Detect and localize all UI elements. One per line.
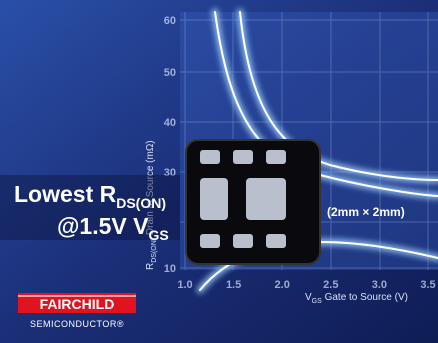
x-tick-label: 1.5 (226, 279, 241, 291)
x-tick-label: 3.5 (420, 279, 435, 291)
y-tick-label: 50 (164, 67, 176, 79)
subscript: GS (148, 227, 168, 243)
symbol: V (305, 292, 312, 303)
subscript: DS(ON) (151, 238, 158, 263)
logo-subtitle: SEMICONDUCTOR® (30, 319, 124, 329)
x-tick-label: 1.0 (177, 279, 192, 291)
text: @1.5V V (57, 213, 149, 239)
x-tick-label: 3.0 (372, 279, 387, 291)
text: Gate to Source (V) (322, 292, 408, 303)
chip (185, 139, 321, 265)
subscript: DS(ON) (116, 195, 166, 211)
x-tick-label: 2.0 (275, 279, 290, 291)
y-tick-label: 40 (164, 117, 176, 129)
headline-backdrop (0, 175, 180, 240)
package-label: (2mm × 2mm) (327, 205, 405, 219)
x-axis-title: VGS Gate to Source (V) (305, 292, 408, 305)
headline-line1: Lowest RDS(ON) (14, 181, 166, 211)
y-tick-label: 30 (164, 167, 176, 179)
logo: FAIRCHILD SEMICONDUCTOR® (18, 293, 136, 329)
logo-name: FAIRCHILD (40, 296, 115, 312)
text: Drain to Source (mΩ) (145, 140, 156, 238)
y-tick-label: 10 (164, 263, 176, 275)
symbol: R (145, 263, 156, 270)
text: Lowest R (14, 181, 117, 207)
subscript: GS (312, 298, 322, 305)
x-tick-label: 2.5 (323, 279, 338, 291)
headline-line2: @1.5V VGS (57, 213, 169, 243)
y-tick-label: 60 (164, 15, 176, 27)
y-axis-title: RDS(ON) Drain to Source (mΩ) (145, 140, 158, 270)
